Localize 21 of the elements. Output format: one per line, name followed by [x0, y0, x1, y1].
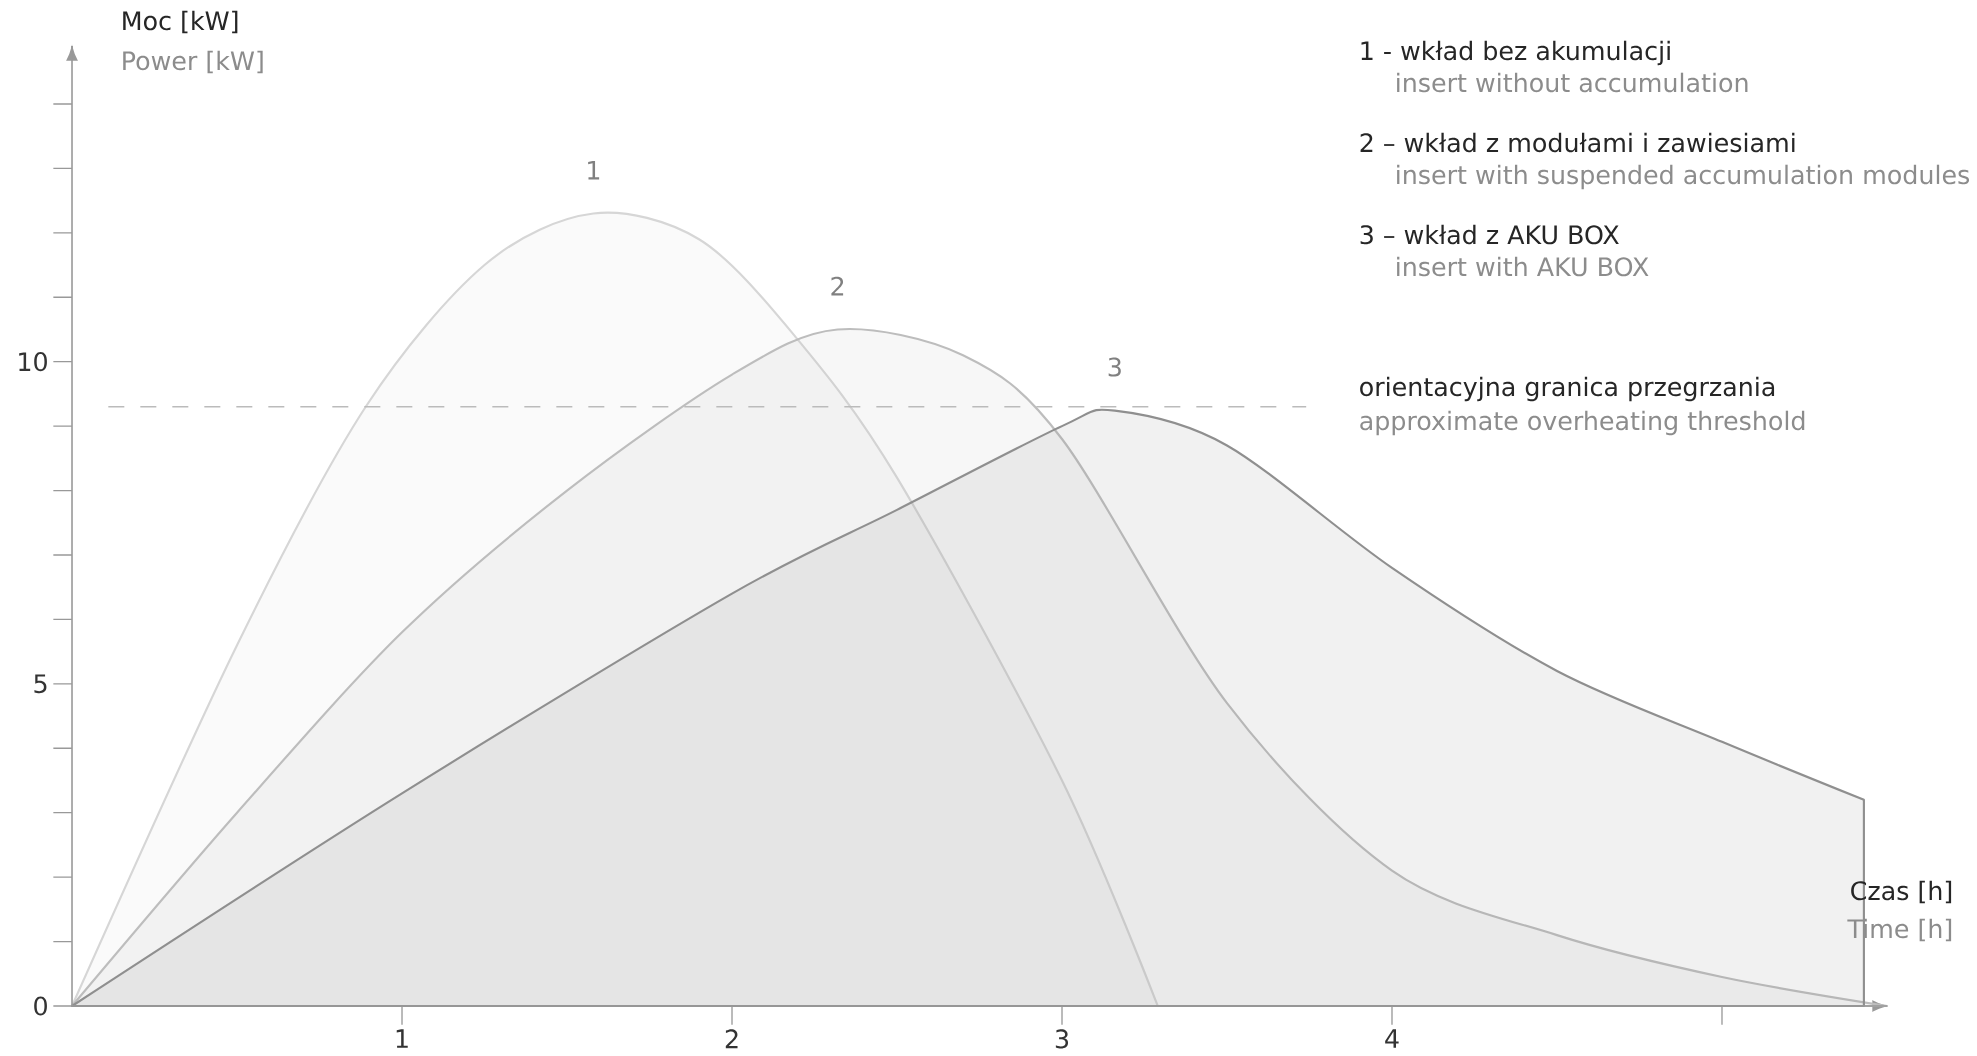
annotation: approximate overheating threshold	[1360, 410, 1805, 436]
y-tick-label: 10	[19, 352, 47, 372]
x-tick-label: 4	[1385, 1029, 1399, 1048]
annotation: insert with suspended accumulation modules	[1397, 164, 1970, 190]
series-label: 1	[588, 161, 600, 180]
y-tick-label: 5	[34, 674, 47, 694]
series-label: 2	[831, 276, 844, 296]
x-tick-label: 1	[396, 1029, 408, 1048]
annotation: Power [kW]	[123, 50, 263, 74]
x-tick-label: 2	[725, 1029, 738, 1049]
y-axis-title: Moc [kW]	[123, 10, 238, 34]
series-label: 3	[1108, 357, 1121, 377]
x-tick-label: 3	[1055, 1029, 1069, 1049]
y-tick-label: 0	[34, 996, 47, 1016]
x-axis-title: Czas [h]	[1851, 880, 1952, 904]
annotation: 3 – wkład z AKU BOX	[1360, 224, 1619, 245]
annotation: insert with AKU BOX	[1397, 256, 1649, 277]
annotation: 1 - wkład bez akumulacji	[1361, 40, 1670, 66]
ref-line-label: orientacyjna granica przegrzania	[1360, 376, 1775, 402]
annotation: 2 – wkład z modułami i zawiesiami	[1360, 132, 1795, 153]
annotation: insert without accumulation	[1397, 72, 1748, 93]
